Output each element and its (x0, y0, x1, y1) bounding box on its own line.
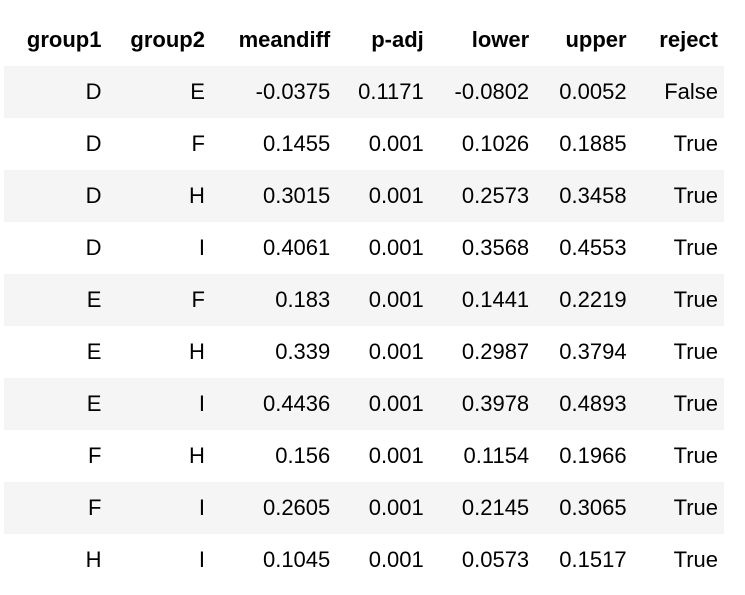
table-body: D E -0.0375 0.1171 -0.0802 0.0052 False … (4, 66, 724, 586)
cell-upper: 0.1517 (559, 547, 627, 572)
cell-meandiff: 0.2605 (262, 495, 331, 520)
cell-lower: 0.1441 (461, 287, 530, 312)
cell-group1: H (85, 547, 102, 572)
cell-meandiff: 0.4061 (262, 235, 331, 260)
cell-lower: -0.0802 (454, 79, 530, 104)
column-header-reject: reject (659, 27, 718, 52)
cell-group1: D (85, 183, 102, 208)
cell-meandiff: 0.4436 (262, 391, 331, 416)
cell-reject: True (673, 495, 718, 520)
cell-p-adj: 0.001 (368, 443, 424, 468)
cell-meandiff: 0.183 (275, 287, 331, 312)
table-row: D H 0.3015 0.001 0.2573 0.3458 True (4, 170, 724, 222)
cell-lower: 0.0573 (461, 547, 530, 572)
cell-upper: 0.3458 (559, 183, 627, 208)
cell-group1: D (85, 235, 102, 260)
table-row: E H 0.339 0.001 0.2987 0.3794 True (4, 326, 724, 378)
cell-upper: 0.4893 (559, 391, 627, 416)
cell-p-adj: 0.001 (368, 183, 424, 208)
cell-reject: True (673, 391, 718, 416)
cell-group2: I (198, 391, 205, 416)
column-header-group2: group2 (130, 27, 205, 52)
cell-group2: H (189, 339, 205, 364)
cell-lower: 0.2145 (461, 495, 530, 520)
tukey-results-table: group1 group2 meandiff p-adj lower upper… (4, 14, 724, 586)
cell-lower: 0.2573 (461, 183, 530, 208)
cell-upper: 0.3794 (559, 339, 627, 364)
cell-upper: 0.1885 (559, 131, 627, 156)
cell-reject: True (673, 547, 718, 572)
cell-upper: 0.1966 (559, 443, 627, 468)
cell-meandiff: 0.1045 (262, 547, 331, 572)
cell-group1: F (88, 495, 102, 520)
table-row: E F 0.183 0.001 0.1441 0.2219 True (4, 274, 724, 326)
cell-group1: E (86, 391, 102, 416)
cell-upper: 0.3065 (559, 495, 627, 520)
cell-group1: D (85, 79, 102, 104)
cell-meandiff: -0.0375 (255, 79, 331, 104)
cell-reject: False (664, 79, 718, 104)
cell-group2: F (191, 287, 205, 312)
column-header-group1: group1 (26, 27, 102, 52)
results-table-container: group1 group2 meandiff p-adj lower upper… (4, 14, 724, 586)
cell-reject: True (673, 131, 718, 156)
cell-lower: 0.2987 (461, 339, 530, 364)
table-row: H I 0.1045 0.001 0.0573 0.1517 True (4, 534, 724, 586)
table-header: group1 group2 meandiff p-adj lower upper… (4, 14, 724, 66)
cell-upper: 0.4553 (559, 235, 627, 260)
cell-reject: True (673, 183, 718, 208)
header-row: group1 group2 meandiff p-adj lower upper… (4, 14, 724, 66)
column-header-meandiff: meandiff (238, 27, 331, 52)
cell-group1: E (86, 339, 102, 364)
column-header-lower: lower (471, 27, 530, 52)
cell-p-adj: 0.001 (368, 131, 424, 156)
cell-meandiff: 0.339 (275, 339, 331, 364)
cell-upper: 0.2219 (559, 287, 627, 312)
cell-lower: 0.3978 (461, 391, 530, 416)
cell-p-adj: 0.001 (368, 235, 424, 260)
cell-p-adj: 0.001 (368, 547, 424, 572)
cell-group2: F (191, 131, 205, 156)
column-header-upper: upper (565, 27, 627, 52)
cell-lower: 0.1026 (461, 131, 530, 156)
cell-group2: E (190, 79, 205, 104)
table-row: D F 0.1455 0.001 0.1026 0.1885 True (4, 118, 724, 170)
cell-reject: True (673, 339, 718, 364)
cell-p-adj: 0.001 (368, 339, 424, 364)
cell-meandiff: 0.1455 (262, 131, 331, 156)
table-row: E I 0.4436 0.001 0.3978 0.4893 True (4, 378, 724, 430)
cell-group1: F (88, 443, 102, 468)
cell-reject: True (673, 235, 718, 260)
table-row: D E -0.0375 0.1171 -0.0802 0.0052 False (4, 66, 724, 118)
table-row: F I 0.2605 0.001 0.2145 0.3065 True (4, 482, 724, 534)
cell-lower: 0.3568 (461, 235, 530, 260)
cell-upper: 0.0052 (559, 79, 627, 104)
cell-meandiff: 0.156 (275, 443, 331, 468)
table-row: F H 0.156 0.001 0.1154 0.1966 True (4, 430, 724, 482)
cell-reject: True (673, 287, 718, 312)
cell-p-adj: 0.001 (368, 391, 424, 416)
cell-reject: True (673, 443, 718, 468)
column-header-p-adj: p-adj (371, 27, 424, 52)
table-row: D I 0.4061 0.001 0.3568 0.4553 True (4, 222, 724, 274)
cell-group2: H (189, 183, 205, 208)
cell-group1: E (86, 287, 102, 312)
cell-meandiff: 0.3015 (262, 183, 331, 208)
cell-group2: I (198, 235, 205, 260)
cell-group2: I (198, 547, 205, 572)
cell-group2: H (189, 443, 205, 468)
cell-group1: D (85, 131, 102, 156)
cell-lower: 0.1154 (463, 443, 530, 468)
cell-p-adj: 0.1171 (358, 79, 424, 104)
cell-p-adj: 0.001 (368, 495, 424, 520)
cell-p-adj: 0.001 (368, 287, 424, 312)
cell-group2: I (198, 495, 205, 520)
